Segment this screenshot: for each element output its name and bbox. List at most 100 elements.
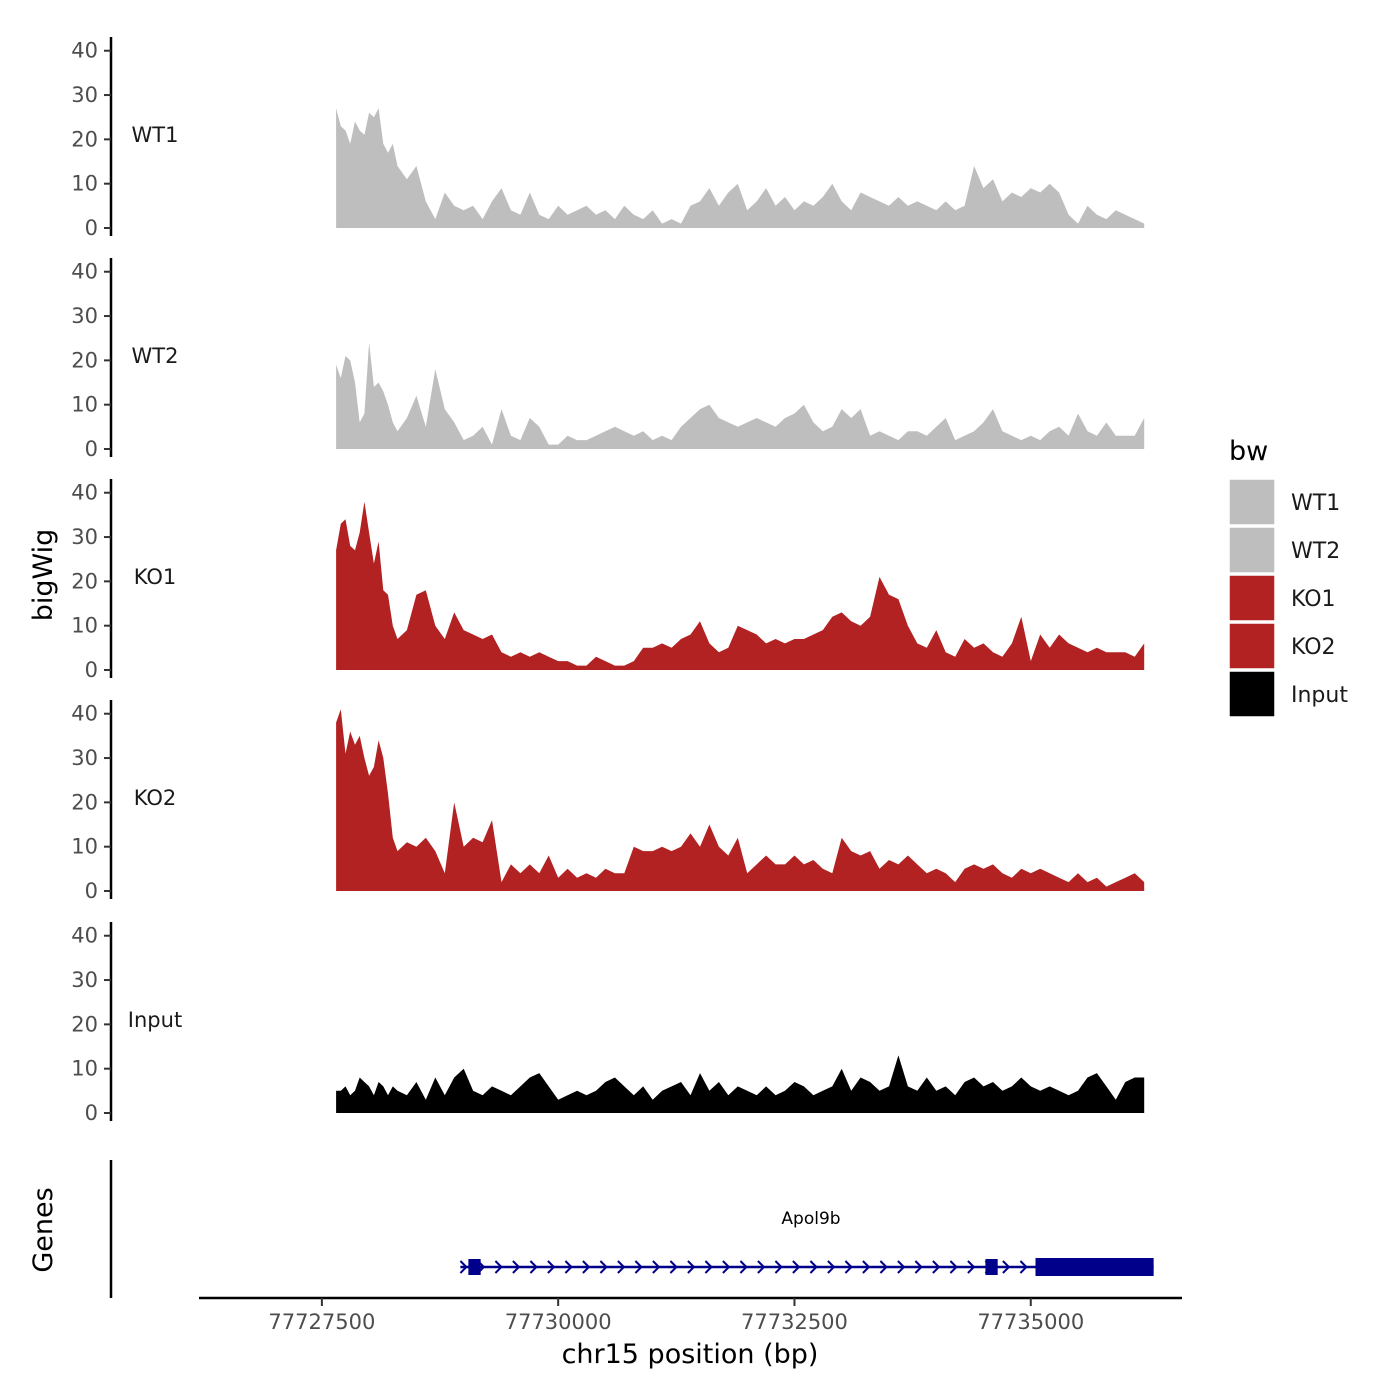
y-tick-label-ko2-20: 20 (71, 790, 98, 814)
y-tick-label-input-0: 0 (85, 1101, 98, 1125)
y-tick-label-wt2-30: 30 (71, 304, 98, 328)
y-tick-label-ko2-0: 0 (85, 879, 98, 903)
strand-arrow (879, 1260, 888, 1274)
track-label-ko2: KO2 (134, 786, 177, 810)
tracks-group: 0 10 20 30 40 WT1 0 10 20 30 40 WT2 0 10 20 30 40 KO1 0 10 2… (71, 37, 1145, 1125)
legend-key-wt1 (1228, 478, 1276, 526)
strand-arrow (459, 1260, 468, 1274)
legend-key-wt2 (1228, 526, 1276, 574)
x-axis: 77727500 77730000 77732500 77735000 chr15 p… (199, 1296, 1182, 1370)
strand-arrow (704, 1260, 713, 1274)
y-tick-label-ko2-10: 10 (71, 835, 98, 859)
strand-arrow (949, 1260, 958, 1274)
legend: bw WT1 WT2 KO1 KO2 Input (1228, 436, 1348, 718)
track-label-wt2: WT2 (132, 344, 179, 368)
genes-axis-title: Genes (28, 1187, 59, 1272)
y-tick-label-wt2-20: 20 (71, 348, 98, 372)
strand-arrow (494, 1260, 503, 1274)
y-tick-label-wt1-40: 40 (71, 39, 98, 63)
strand-arrow (792, 1260, 801, 1274)
y-tick-label-wt1-20: 20 (71, 127, 98, 151)
legend-key-input (1228, 670, 1276, 718)
y-tick-label-input-20: 20 (71, 1012, 98, 1036)
x-tick-label-77735000: 77735000 (977, 1310, 1084, 1334)
strand-arrow (914, 1260, 923, 1274)
track-label-ko1: KO1 (134, 565, 177, 589)
area-wt2 (336, 342, 1145, 449)
strand-arrow (669, 1260, 678, 1274)
x-tick-label-77732500: 77732500 (741, 1310, 848, 1334)
legend-label-wt1: WT1 (1291, 491, 1340, 516)
gene-label-apol9b: Apol9b (781, 1209, 840, 1229)
y-tick-label-wt2-0: 0 (85, 437, 98, 461)
y-tick-label-wt1-10: 10 (71, 172, 98, 196)
strand-arrow (512, 1260, 521, 1274)
legend-label-input: Input (1291, 683, 1348, 708)
track-input: 0 10 20 30 40 Input (71, 922, 1145, 1125)
x-tick-label-77727500: 77727500 (268, 1310, 375, 1334)
strand-arrow (599, 1260, 608, 1274)
legend-label-wt2: WT2 (1291, 539, 1340, 564)
y-tick-label-ko1-40: 40 (71, 481, 98, 505)
y-tick-label-input-30: 30 (71, 968, 98, 992)
strand-arrow (529, 1260, 538, 1274)
gene-exon-2 (985, 1259, 998, 1275)
x-axis-title: chr15 position (bp) (562, 1339, 819, 1370)
track-wt2: 0 10 20 30 40 WT2 (71, 258, 1145, 461)
track-label-input: Input (128, 1008, 182, 1032)
strand-arrow (617, 1260, 626, 1274)
x-tick-label-77730000: 77730000 (505, 1310, 612, 1334)
strand-arrow (652, 1260, 661, 1274)
gene-group: Apol9b (459, 1209, 1154, 1276)
y-tick-label-input-40: 40 (71, 924, 98, 948)
strand-arrow (757, 1260, 766, 1274)
strand-arrow (634, 1260, 643, 1274)
x-ticks: 77727500 77730000 77732500 77735000 (268, 1298, 1084, 1334)
gene-exon-1 (468, 1259, 481, 1275)
strand-arrow (564, 1260, 573, 1274)
track-wt1: 0 10 20 30 40 WT1 (71, 37, 1145, 240)
strand-arrow (967, 1260, 976, 1274)
strand-arrow (687, 1260, 696, 1274)
strand-arrow (844, 1260, 853, 1274)
y-axis-title: bigWig (28, 529, 59, 622)
track-ko2: 0 10 20 30 40 KO2 (71, 700, 1145, 903)
gene-exon-3 (1035, 1258, 1154, 1276)
y-tick-label-wt2-10: 10 (71, 393, 98, 417)
y-tick-label-ko2-40: 40 (71, 702, 98, 726)
area-input (336, 1055, 1145, 1113)
y-tick-label-wt2-40: 40 (71, 260, 98, 284)
y-tick-label-ko1-10: 10 (71, 614, 98, 638)
strand-arrow (862, 1260, 871, 1274)
legend-title: bw (1229, 436, 1268, 467)
strand-arrow (1019, 1260, 1028, 1274)
legend-items: WT1 WT2 KO1 KO2 Input (1228, 478, 1348, 718)
strand-arrow (739, 1260, 748, 1274)
strand-arrow (582, 1260, 591, 1274)
strand-arrow (774, 1260, 783, 1274)
y-tick-label-ko2-30: 30 (71, 746, 98, 770)
area-ko1 (336, 501, 1145, 670)
y-tick-label-ko1-20: 20 (71, 569, 98, 593)
y-tick-label-ko1-0: 0 (85, 658, 98, 682)
area-ko2 (336, 709, 1145, 891)
legend-label-ko2: KO2 (1291, 635, 1336, 660)
y-tick-label-ko1-30: 30 (71, 525, 98, 549)
legend-key-ko1 (1228, 574, 1276, 622)
y-tick-label-input-10: 10 (71, 1057, 98, 1081)
legend-key-ko2 (1228, 622, 1276, 670)
strand-arrow (809, 1260, 818, 1274)
strand-arrow (897, 1260, 906, 1274)
y-tick-label-wt1-30: 30 (71, 83, 98, 107)
legend-label-ko1: KO1 (1291, 587, 1336, 612)
strand-arrow (827, 1260, 836, 1274)
y-tick-label-wt1-0: 0 (85, 216, 98, 240)
strand-arrow (722, 1260, 731, 1274)
track-ko1: 0 10 20 30 40 KO1 (71, 479, 1145, 682)
strand-arrow (932, 1260, 941, 1274)
track-label-wt1: WT1 (132, 123, 179, 147)
strand-arrow (547, 1260, 556, 1274)
genes-panel: Genes Apol9b (28, 1160, 1154, 1298)
strand-arrow (1002, 1260, 1011, 1274)
